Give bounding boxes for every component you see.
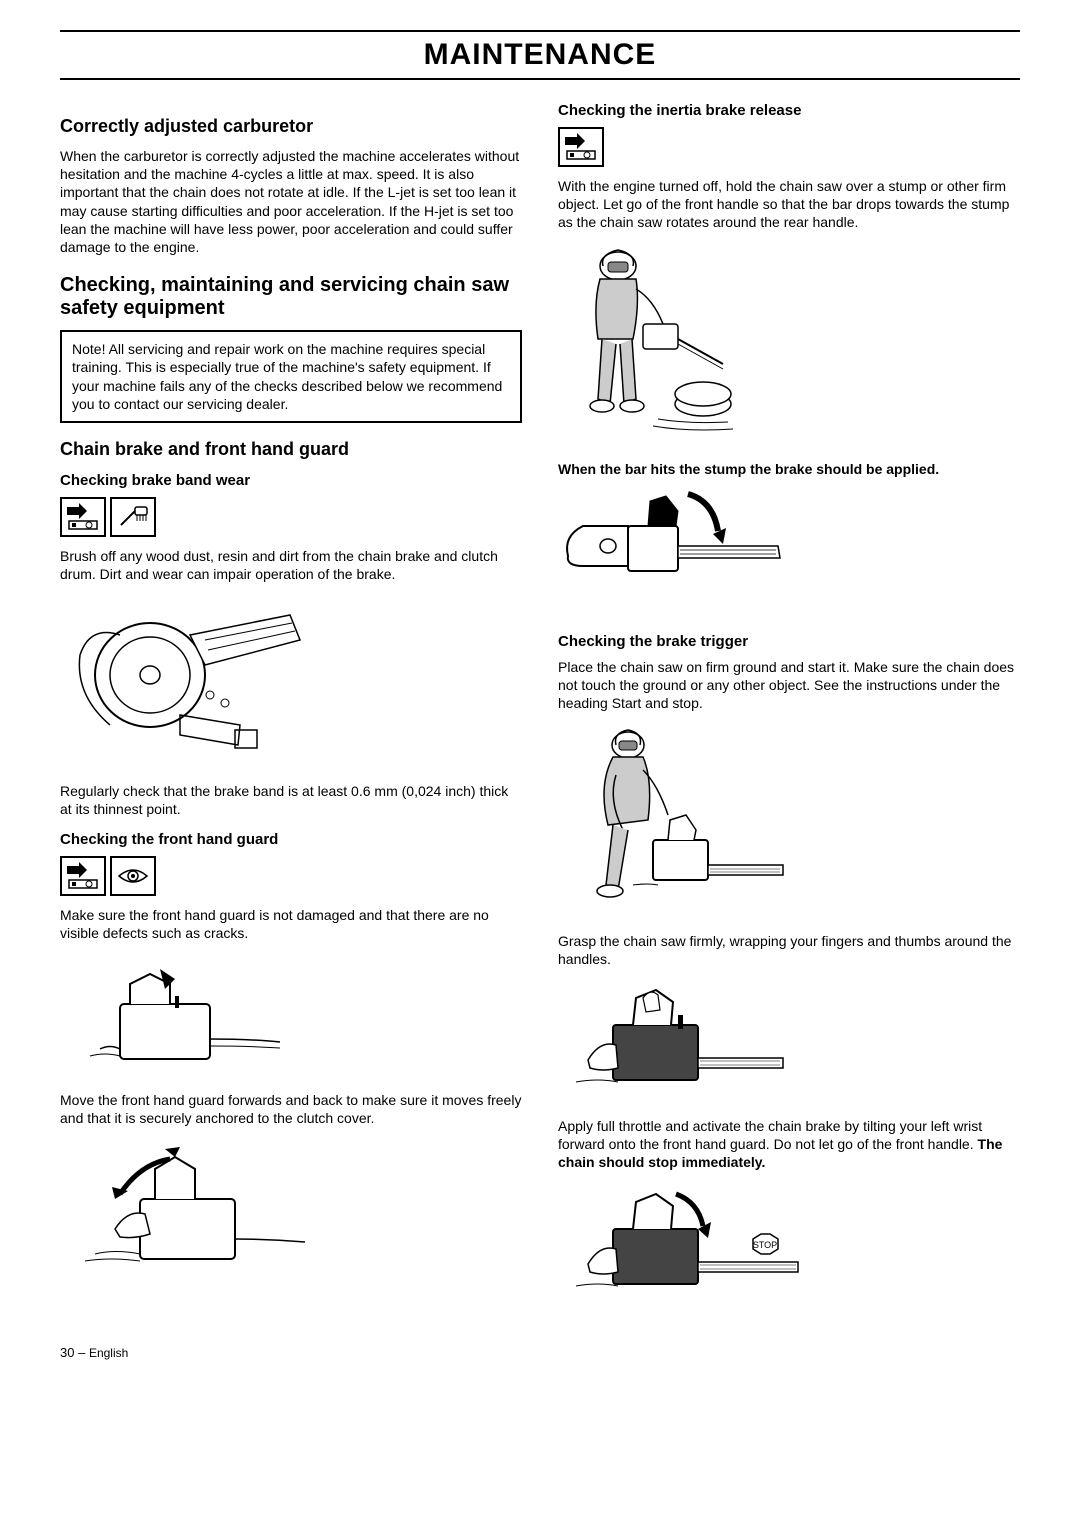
svg-text:STOP: STOP [753,1240,777,1250]
icon-row-brake-wear [60,497,522,537]
left-column: Correctly adjusted carburetor When the c… [60,102,522,1321]
para-hand-guard-2: Move the front hand guard forwards and b… [60,1091,522,1127]
para-trigger-1: Place the chain saw on firm ground and s… [558,658,1020,713]
page-footer: 30 – English [60,1345,1020,1360]
para-trigger-2: Grasp the chain saw firmly, wrapping you… [558,932,1020,968]
para-hand-guard-1: Make sure the front hand guard is not da… [60,906,522,942]
illustration-brake-stop: STOP [558,1184,1020,1309]
engine-off-icon [558,127,604,167]
illustration-clutch-drum [60,595,522,770]
brush-icon [110,497,156,537]
page-title: MAINTENANCE [60,30,1020,80]
right-column: Checking the inertia brake release With … [558,102,1020,1321]
heading-brake-band-wear: Checking brake band wear [60,472,522,489]
illustration-hand-guard-check [60,954,522,1079]
illustration-grasp-handles [558,980,1020,1105]
heading-carburetor: Correctly adjusted carburetor [60,116,522,137]
icon-row-inertia [558,127,1020,167]
para-trigger-3: Apply full throttle and activate the cha… [558,1117,1020,1172]
heading-brake-trigger: Checking the brake trigger [558,633,1020,650]
heading-chain-brake: Chain brake and front hand guard [60,439,522,460]
para-carburetor: When the carburetor is correctly adjuste… [60,147,522,256]
para-brake-wear-1: Brush off any wood dust, resin and dirt … [60,547,522,583]
para-brake-wear-2: Regularly check that the brake band is a… [60,782,522,818]
content-columns: Correctly adjusted carburetor When the c… [60,102,1020,1321]
heading-inertia-brake: Checking the inertia brake release [558,102,1020,119]
heading-front-hand-guard: Checking the front hand guard [60,831,522,848]
heading-safety-equipment: Checking, maintaining and servicing chai… [60,274,522,320]
eye-inspect-icon [110,856,156,896]
page-language: English [89,1346,128,1360]
engine-off-icon [60,497,106,537]
illustration-hand-guard-move [60,1139,522,1284]
illustration-start-saw [558,725,1020,920]
para-inertia-1: With the engine turned off, hold the cha… [558,177,1020,232]
illustration-inertia-person [558,244,1020,449]
heading-inertia-bold: When the bar hits the stump the brake sh… [558,461,1020,479]
page-number: 30 [60,1345,74,1360]
engine-off-icon [60,856,106,896]
note-box: Note! All servicing and repair work on t… [60,330,522,423]
icon-row-hand-guard [60,856,522,896]
illustration-brake-applied [558,486,1020,621]
